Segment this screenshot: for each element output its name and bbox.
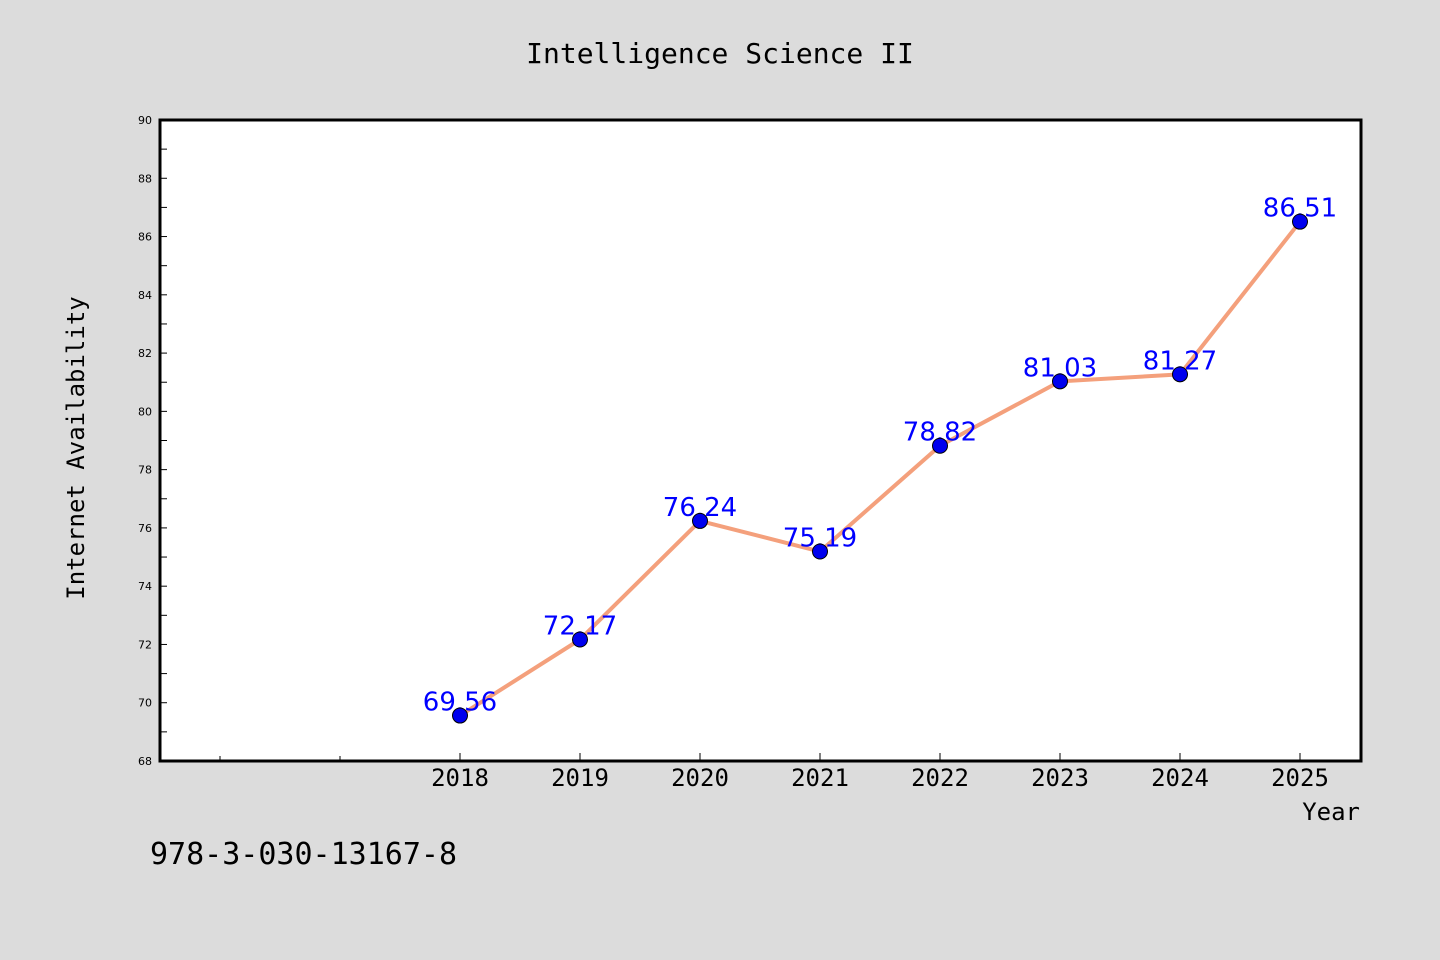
- x-axis-ticks: 2018 2019 2020 2021 2022 2023 2024 2025: [219, 753, 1329, 792]
- data-point: [1172, 366, 1188, 383]
- plot-frame: [158, 118, 1363, 763]
- x-tick-label: 2021: [791, 764, 849, 792]
- data-point: [1292, 213, 1308, 230]
- data-point: [452, 707, 468, 724]
- x-axis-label: Year: [1302, 798, 1360, 826]
- series-line: [458, 220, 1302, 718]
- y-axis-ticks: 68 70 72 74 76 78 80 82 84 86 88 90: [138, 114, 167, 768]
- y-tick-label: 68: [138, 755, 152, 768]
- x-tick-label: 2023: [1031, 764, 1089, 792]
- y-tick-label: 86: [138, 231, 152, 244]
- y-tick-label: 80: [138, 405, 152, 418]
- y-axis-label: Internet Availability: [62, 296, 90, 599]
- data-point: [812, 543, 828, 560]
- data-point: [572, 631, 588, 648]
- y-tick-label: 74: [138, 580, 152, 593]
- data-point: [692, 512, 708, 529]
- y-tick-label: 78: [138, 464, 152, 477]
- data-point: [1052, 373, 1068, 390]
- x-tick-label: 2025: [1271, 764, 1329, 792]
- data-point: [932, 437, 948, 454]
- x-tick-label: 2019: [551, 764, 609, 792]
- x-tick-label: 2024: [1151, 764, 1209, 792]
- y-tick-label: 82: [138, 347, 152, 360]
- footer-isbn: 978-3-030-13167-8: [150, 837, 457, 872]
- y-tick-label: 90: [138, 114, 152, 127]
- y-tick-label: 88: [138, 172, 152, 185]
- x-tick-label: 2018: [431, 764, 489, 792]
- x-tick-label: 2020: [671, 764, 729, 792]
- y-tick-label: 76: [138, 522, 152, 535]
- y-tick-label: 70: [138, 697, 152, 710]
- plot-area: [160, 120, 1361, 761]
- y-tick-label: 72: [138, 638, 152, 651]
- chart-title: Intelligence Science II: [526, 37, 914, 70]
- y-tick-label: 84: [138, 289, 152, 302]
- x-tick-label: 2022: [911, 764, 969, 792]
